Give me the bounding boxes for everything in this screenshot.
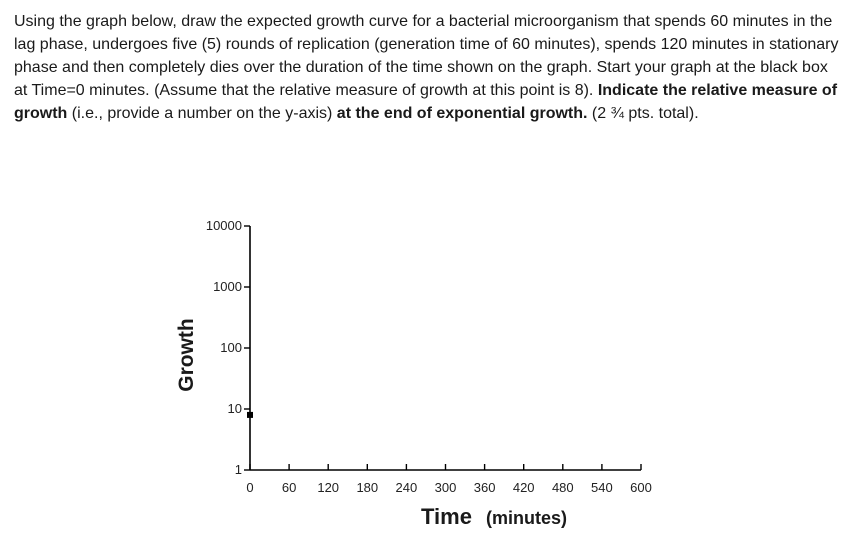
- y-axis-label: Growth: [175, 318, 198, 392]
- y-axis-ticks: 1 10 100 1000 10000: [206, 218, 250, 477]
- y-tick-label: 10000: [206, 218, 242, 233]
- y-tick-label: 1: [235, 462, 242, 477]
- start-point-marker: [247, 411, 253, 418]
- x-tick-label: 600: [630, 480, 652, 495]
- x-tick-label: 180: [356, 480, 378, 495]
- x-axis-label-main: Time: [421, 504, 472, 529]
- x-tick-label: 480: [552, 480, 574, 495]
- x-tick-label: 240: [396, 480, 418, 495]
- y-tick-label: 100: [220, 340, 242, 355]
- question-part-3: (i.e., provide a number on the y-axis): [71, 105, 333, 122]
- x-tick-label: 0: [246, 480, 253, 495]
- data-points: [247, 411, 253, 418]
- x-tick-label: 420: [513, 480, 535, 495]
- x-tick-label: 300: [435, 480, 457, 495]
- y-tick-label: 1000: [213, 279, 242, 294]
- question-part-4: at the end of exponential growth.: [336, 105, 588, 122]
- question-part-5: (2 ¾ pts. total).: [591, 105, 699, 122]
- x-tick-label: 60: [282, 480, 296, 495]
- question-part-2: Indicate the relative measure of growth: [14, 82, 838, 122]
- question-text: Using the graph below, draw the expected…: [14, 10, 844, 125]
- y-tick-label: 10: [228, 401, 242, 416]
- x-tick-label: 540: [591, 480, 613, 495]
- x-tick-label: 360: [474, 480, 496, 495]
- x-tick-label: 120: [317, 480, 339, 495]
- x-axis-ticks: 0 60 120 180 240 300 360 420 480 540 600: [246, 464, 652, 495]
- x-axis-label-unit: (minutes): [486, 508, 567, 528]
- question-part-1: Using the graph below, draw the expected…: [14, 13, 839, 99]
